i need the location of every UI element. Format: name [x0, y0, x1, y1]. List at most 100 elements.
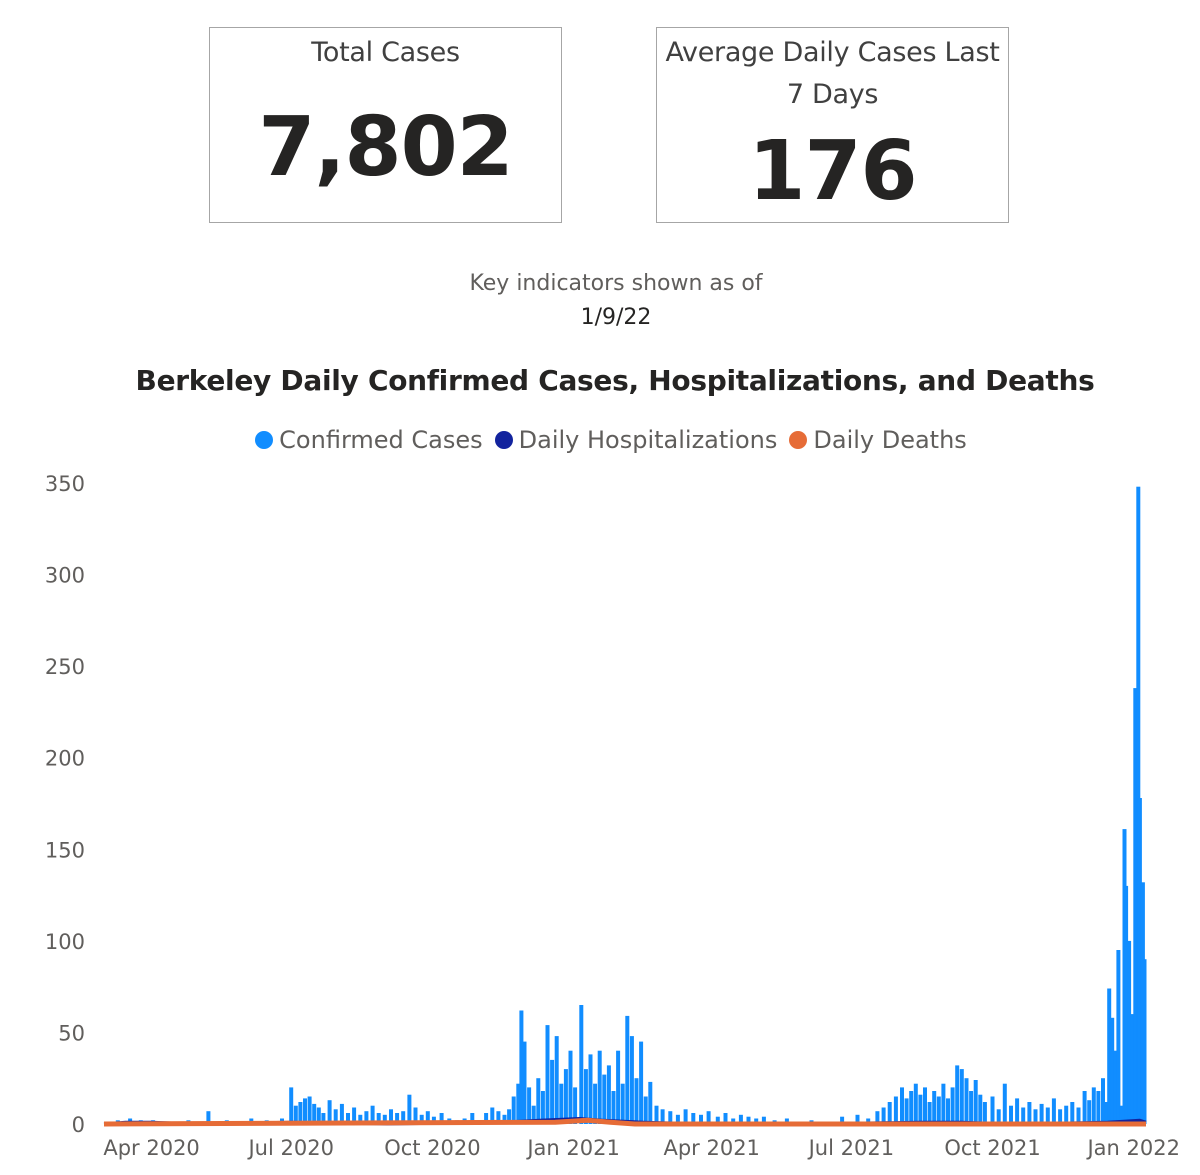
case-bar: [1096, 1091, 1101, 1124]
case-bar: [583, 1069, 588, 1124]
case-bar: [298, 1102, 303, 1124]
case-bar: [634, 1078, 639, 1124]
case-bar: [959, 1069, 964, 1124]
x-tick-label: Jan 2022: [1085, 1136, 1180, 1160]
case-bar: [339, 1103, 344, 1124]
case-bar: [1104, 1102, 1109, 1124]
legend-item-confirmed-cases[interactable]: Confirmed Cases: [255, 423, 483, 457]
case-bar: [1027, 1102, 1032, 1124]
case-bar: [1045, 1107, 1050, 1124]
case-bar: [439, 1113, 444, 1124]
case-bar: [1107, 988, 1112, 1124]
x-tick-label: Apr 2021: [663, 1136, 759, 1160]
case-bar: [321, 1113, 326, 1124]
case-bar: [1091, 1087, 1096, 1124]
case-bar: [413, 1107, 418, 1124]
case-bar: [1124, 885, 1129, 1124]
total-cases-card: Total Cases 7,802: [209, 27, 562, 223]
case-bar: [550, 1059, 555, 1124]
case-bar: [1130, 1014, 1135, 1124]
case-bar: [568, 1050, 573, 1124]
case-bar: [996, 1109, 1001, 1124]
case-bar: [706, 1111, 711, 1124]
case-bar: [1076, 1107, 1081, 1124]
legend-label-confirmed-cases: Confirmed Cases: [279, 426, 483, 454]
case-bar: [648, 1081, 653, 1124]
case-bar: [932, 1091, 937, 1124]
case-bar: [746, 1116, 751, 1124]
case-bar: [289, 1087, 294, 1124]
case-bar: [470, 1113, 475, 1124]
x-tick-label: Jul 2021: [807, 1136, 894, 1160]
case-bar: [923, 1087, 927, 1124]
case-bar: [840, 1116, 845, 1124]
case-bar: [1110, 1017, 1115, 1124]
case-bar: [511, 1096, 516, 1124]
case-bar: [545, 1025, 550, 1124]
case-bar: [563, 1069, 568, 1124]
case-bar: [1137, 798, 1142, 1124]
case-bar: [654, 1105, 659, 1124]
case-bar: [1116, 950, 1121, 1124]
case-bar: [941, 1083, 946, 1124]
x-tick-label: Oct 2021: [944, 1136, 1040, 1160]
case-bar: [723, 1113, 728, 1124]
case-bar: [973, 1080, 978, 1124]
case-bar: [502, 1114, 507, 1124]
total-cases-value: 7,802: [258, 100, 513, 195]
case-bar: [893, 1096, 898, 1124]
case-bar: [927, 1102, 932, 1124]
case-bar: [527, 1087, 532, 1124]
case-bar: [507, 1109, 512, 1124]
total-cases-label: Total Cases: [311, 37, 460, 68]
case-bar: [887, 1102, 892, 1124]
case-bar: [629, 1036, 634, 1124]
case-bar: [913, 1083, 918, 1124]
y-tick-label: 150: [45, 838, 85, 862]
case-bar: [327, 1100, 332, 1124]
case-bar: [1064, 1105, 1069, 1124]
case-bar: [660, 1109, 665, 1124]
y-tick-label: 200: [45, 747, 85, 771]
case-bar: [675, 1114, 680, 1124]
case-bar: [866, 1118, 871, 1124]
case-bar: [950, 1087, 955, 1124]
case-bar: [1119, 1105, 1124, 1124]
average-daily-cases-card: Average Daily Cases Last 7 Days 176: [656, 27, 1009, 223]
case-bar: [738, 1114, 743, 1124]
case-bar: [1058, 1109, 1063, 1124]
case-bar: [761, 1116, 766, 1124]
legend-item-daily-deaths[interactable]: Daily Deaths: [789, 423, 967, 457]
x-tick-label: Apr 2020: [103, 1136, 199, 1160]
case-bar: [1087, 1100, 1092, 1124]
case-bar: [419, 1114, 424, 1124]
y-tick-label: 250: [45, 655, 85, 679]
case-bar: [1002, 1083, 1007, 1124]
case-bar: [904, 1098, 909, 1124]
case-bar: [731, 1118, 736, 1124]
case-bar: [312, 1103, 317, 1124]
case-bar: [1082, 1091, 1087, 1124]
case-bar: [969, 1091, 974, 1124]
case-bar: [484, 1113, 489, 1124]
case-bar: [573, 1087, 578, 1124]
case-bar: [401, 1111, 406, 1124]
case-bar: [715, 1116, 720, 1124]
case-bar: [946, 1098, 950, 1124]
case-bar: [875, 1111, 880, 1124]
cases-chart: 0 50 100 150 200 250 300 350 Apr 2020 Jul 2020 Oct…: [45, 472, 1180, 1160]
case-bar: [333, 1109, 338, 1124]
case-bar: [519, 1010, 524, 1124]
case-bar: [1009, 1105, 1013, 1124]
deaths-line: [103, 1117, 1146, 1127]
case-bar: [1101, 1078, 1105, 1124]
case-bar: [425, 1111, 430, 1124]
case-bar: [370, 1105, 375, 1124]
case-bar: [358, 1114, 363, 1124]
case-bar: [1127, 940, 1132, 1124]
legend-item-daily-hospitalizations[interactable]: Daily Hospitalizations: [494, 423, 777, 457]
case-bar: [855, 1114, 860, 1124]
x-tick-label: Oct 2020: [384, 1136, 480, 1160]
case-bar: [955, 1065, 960, 1124]
case-bar: [364, 1111, 369, 1124]
